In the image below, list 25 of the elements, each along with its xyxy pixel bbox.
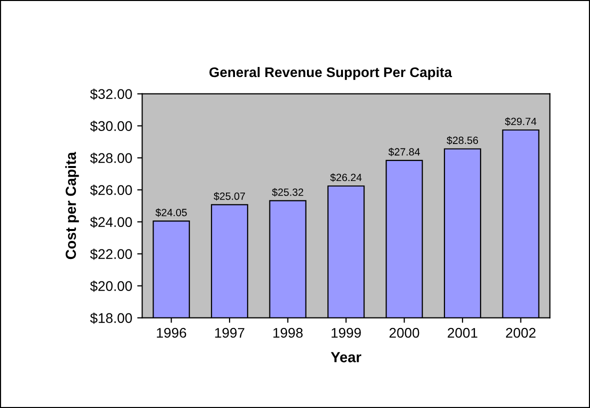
y-tick-label: $24.00 (90, 216, 132, 228)
y-tick-label: $32.00 (90, 88, 132, 100)
x-tick-label: 1998 (273, 328, 303, 338)
data-label: $27.84 (388, 148, 420, 156)
x-tick-label: 2001 (448, 328, 478, 338)
y-tick-label: $18.00 (90, 312, 132, 324)
chart-title: General Revenue Support Per Capita (209, 66, 452, 80)
data-label: $24.05 (155, 208, 187, 217)
x-tick-label: 1997 (215, 328, 244, 338)
data-label: $25.32 (272, 188, 304, 196)
x-tick-label: 1996 (156, 328, 186, 338)
y-tick-label: $26.00 (90, 184, 132, 196)
x-tick-label: 2002 (506, 328, 536, 338)
data-label: $29.74 (504, 117, 536, 126)
y-tick-label: $22.00 (90, 248, 132, 260)
data-label: $25.07 (214, 192, 245, 200)
x-tick-label: 2000 (390, 328, 420, 338)
y-tick-label: $20.00 (90, 280, 132, 292)
x-axis-title: Year (330, 352, 362, 362)
y-tick-label: $28.00 (90, 152, 132, 164)
x-tick-label: 1999 (332, 328, 361, 338)
y-tick-label: $30.00 (90, 120, 132, 132)
data-label: $28.56 (446, 136, 478, 145)
data-label: $26.24 (330, 173, 362, 182)
y-axis-title: Cost per Capita (65, 152, 79, 260)
